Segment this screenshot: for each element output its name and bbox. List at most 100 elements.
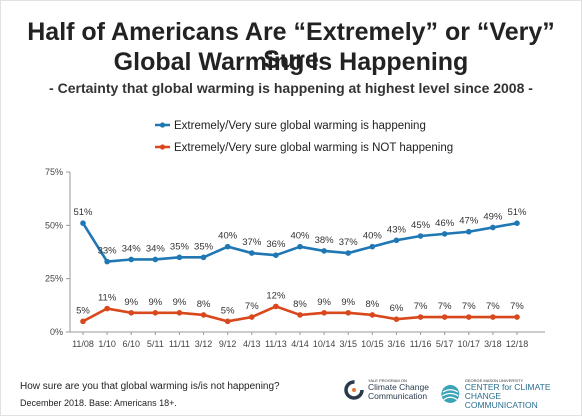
- data-point: [128, 310, 135, 316]
- legend-label-0: Extremely/Very sure global warming is ha…: [174, 120, 426, 132]
- data-point: [176, 310, 183, 316]
- data-point: [273, 303, 279, 310]
- data-label: 9%: [317, 297, 331, 308]
- x-tick-label: 10/15: [361, 339, 384, 349]
- x-tick-label: 5/17: [436, 339, 454, 349]
- data-point: [104, 305, 110, 312]
- data-point: [369, 243, 376, 250]
- data-label: 7%: [462, 301, 476, 312]
- data-point: [514, 314, 520, 320]
- data-point: [465, 314, 472, 320]
- x-tick-label: 11/16: [410, 339, 432, 349]
- data-label: 9%: [148, 297, 162, 308]
- data-label: 36%: [266, 239, 286, 250]
- data-label: 7%: [438, 301, 452, 312]
- data-label: 51%: [73, 207, 93, 218]
- data-label: 5%: [76, 305, 90, 316]
- series-line-0: [81, 221, 518, 263]
- data-point: [345, 250, 352, 256]
- data-point: [345, 310, 352, 316]
- data-point: [248, 314, 255, 320]
- data-point: [490, 224, 496, 231]
- data-label: 7%: [486, 301, 500, 312]
- data-point: [128, 256, 135, 263]
- data-label: 8%: [293, 299, 307, 310]
- y-tick-label: 25%: [45, 274, 63, 284]
- data-label: 45%: [411, 220, 431, 231]
- data-label: 6%: [390, 303, 404, 314]
- line-chart: Extremely/Very sure global warming is ha…: [45, 120, 545, 349]
- legend-marker-1: [159, 144, 166, 150]
- data-label: 49%: [483, 211, 503, 222]
- data-label: 40%: [363, 231, 383, 242]
- chart-title-line-2: Global Warming Is Happening: [113, 48, 469, 76]
- data-label: 46%: [435, 218, 455, 229]
- series-lines: [80, 220, 520, 325]
- data-label: 9%: [341, 297, 355, 308]
- data-label: 8%: [197, 299, 211, 310]
- data-point: [152, 310, 159, 316]
- data-point: [369, 312, 376, 318]
- data-label: 7%: [245, 301, 259, 312]
- data-label: 35%: [170, 241, 190, 252]
- data-label: 51%: [507, 207, 527, 218]
- data-label: 35%: [194, 241, 214, 252]
- data-point: [441, 314, 448, 320]
- x-tick-label: 3/15: [339, 339, 357, 349]
- data-point: [152, 256, 159, 263]
- yale-logo-line-1: Climate Change: [368, 382, 429, 392]
- chart-subtitle: - Certainty that global warming is happe…: [49, 80, 533, 96]
- data-point: [321, 310, 327, 316]
- data-label: 7%: [414, 301, 428, 312]
- x-tick-label: 3/16: [388, 339, 406, 349]
- data-label: 40%: [290, 231, 310, 242]
- x-tick-label: 5/11: [147, 339, 164, 349]
- data-point: [104, 258, 110, 265]
- data-label: 11%: [98, 293, 117, 304]
- data-point: [465, 228, 472, 235]
- x-tick-label: 11/13: [265, 339, 287, 349]
- y-tick-label: 50%: [45, 220, 63, 230]
- legend-marker-0: [159, 122, 166, 128]
- y-tick-label: 0%: [50, 327, 63, 337]
- data-label: 33%: [98, 246, 118, 257]
- data-label: 9%: [173, 297, 187, 308]
- data-label: 47%: [459, 216, 479, 227]
- data-label: 8%: [365, 299, 379, 310]
- x-tick-label: 4/14: [291, 339, 309, 349]
- data-label: 43%: [387, 224, 407, 235]
- y-tick-label: 75%: [45, 167, 63, 177]
- data-label: 34%: [122, 243, 142, 254]
- data-point: [393, 237, 400, 244]
- data-label: 9%: [124, 297, 138, 308]
- yale-logo-line-2: Communication: [368, 391, 428, 401]
- data-label: 7%: [510, 301, 524, 312]
- data-point: [514, 220, 520, 226]
- x-tick-label: 3/18: [484, 339, 502, 349]
- data-label: 12%: [266, 290, 286, 301]
- data-point: [393, 316, 400, 322]
- yale-program-logo: YALE PROGRAM ON Climate Change Communica…: [344, 378, 429, 401]
- x-tick-label: 4/13: [243, 339, 261, 349]
- data-label: 5%: [221, 305, 235, 316]
- data-point: [441, 231, 448, 237]
- data-label: 40%: [218, 231, 238, 242]
- gmu-logo-line-1: CENTER for CLIMATE CHANGE: [464, 382, 551, 401]
- data-label: 37%: [339, 237, 359, 248]
- gmu-logo-small: GEORGE MASON UNIVERSITY: [464, 378, 524, 383]
- data-point: [273, 252, 279, 258]
- x-tick-label: 12/18: [506, 339, 529, 349]
- x-tick-label: 10/14: [313, 339, 336, 349]
- x-tick-label: 9/12: [219, 339, 237, 349]
- x-tick-label: 10/17: [458, 339, 481, 349]
- data-point: [176, 254, 183, 261]
- globe-icon: [441, 385, 460, 403]
- data-point: [200, 312, 207, 318]
- data-point: [248, 250, 255, 256]
- legend-label-1: Extremely/Very sure global warming is NO…: [174, 142, 453, 154]
- x-tick-label: 1/10: [98, 339, 116, 349]
- data-point: [224, 243, 231, 250]
- data-labels: 51% 33% 34% 34% 35% 35% 40% 37% 36% 40% 38% 37% 40% 4…: [73, 207, 527, 316]
- data-point: [297, 243, 303, 250]
- x-tick-label: 11/11: [169, 339, 190, 349]
